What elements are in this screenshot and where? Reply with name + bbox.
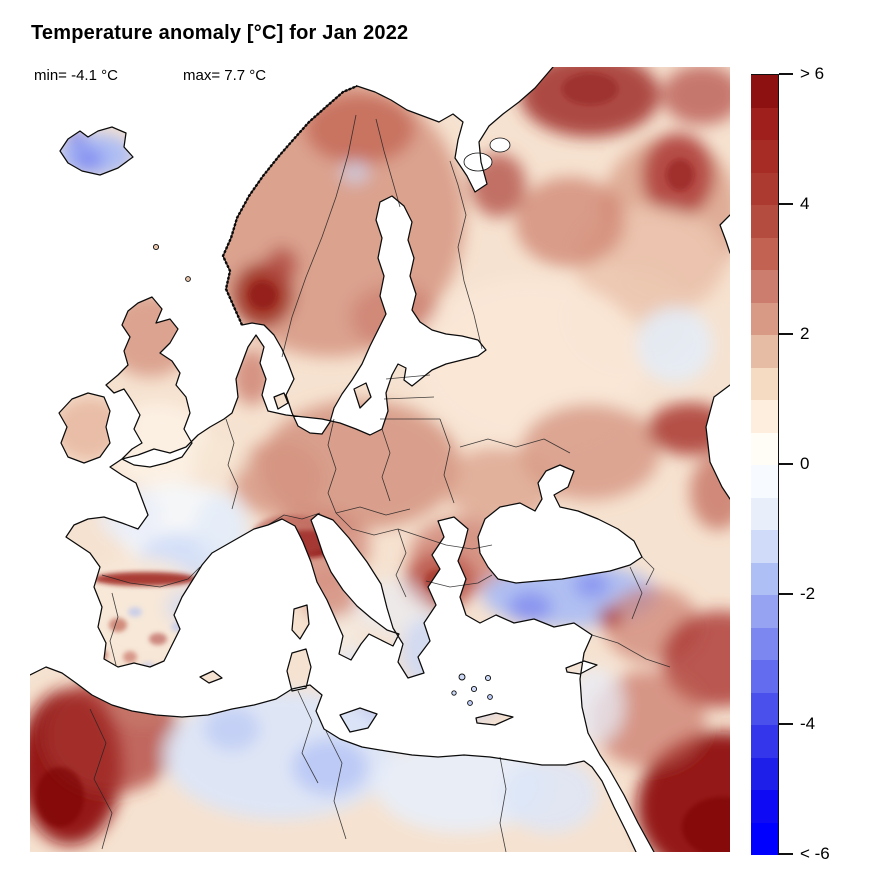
- colorbar-segment: [751, 75, 778, 108]
- anomaly-blob-layer-soft: [30, 67, 730, 852]
- anomaly-blob: [128, 607, 142, 617]
- anomaly-blob: [98, 487, 162, 543]
- colorbar-segment: [751, 205, 778, 238]
- anomaly-blob: [204, 707, 260, 751]
- colorbar-segment: [751, 757, 778, 790]
- colorbar-tick: [779, 73, 793, 75]
- land-fill-layer: [30, 67, 730, 852]
- anomaly-blob: [233, 441, 323, 517]
- anomaly-blob: [266, 247, 298, 283]
- lakes: [463, 137, 511, 172]
- anomaly-blob: [648, 403, 730, 455]
- colorbar-segment: [751, 302, 778, 335]
- colorbar-segment: [751, 627, 778, 660]
- faroe-islands: [152, 243, 160, 251]
- colorbar-segment: [751, 822, 778, 855]
- anomaly-blob: [690, 454, 730, 530]
- colorbar-tick: [779, 333, 793, 335]
- colorbar-tick: [779, 463, 793, 465]
- anomaly-blob: [337, 648, 373, 676]
- colorbar-segment: [751, 270, 778, 303]
- anomaly-blob: [350, 285, 440, 349]
- anomaly-blob: [598, 607, 622, 627]
- colorbar-segment: [751, 465, 778, 498]
- anomaly-blob: [52, 397, 128, 461]
- colorbar-segment: [751, 562, 778, 595]
- anomaly-blob: [36, 767, 84, 827]
- colorbar-tick-label: -4: [800, 714, 816, 733]
- page-title: Temperature anomaly [°C] for Jan 2022: [31, 22, 409, 44]
- colorbar-segment: [751, 530, 778, 563]
- colorbar-segment: [751, 107, 778, 140]
- colorbar-segment: [751, 790, 778, 823]
- colorbar-segment: [751, 367, 778, 400]
- anomaly-blob: [107, 672, 123, 682]
- anomaly-blob: [252, 515, 332, 555]
- anomaly-blob: [515, 177, 625, 267]
- colorbar-tick: [779, 203, 793, 205]
- anomaly-blob: [502, 757, 598, 833]
- anomaly-blob: [508, 592, 552, 622]
- colorbar-tick-label: 2: [800, 324, 810, 343]
- lake-ladoga: [463, 152, 493, 172]
- anomaly-blob: [400, 617, 460, 687]
- norway-fjord-coast: [221, 84, 358, 326]
- anomaly-blob: [105, 293, 195, 377]
- colorbar-segment: [751, 432, 778, 465]
- colorbar-segment: [751, 400, 778, 433]
- anomaly-blob: [662, 67, 730, 125]
- colorbar-segment: [751, 237, 778, 270]
- colorbar-segments: [751, 75, 778, 855]
- colorbar-tick-label: > 6: [800, 64, 825, 83]
- anomaly-blob: [574, 572, 610, 598]
- anomaly-blob: [682, 797, 730, 852]
- anomaly-blob: [562, 73, 618, 105]
- colorbar-tick: [779, 723, 793, 725]
- anomaly-blob: [662, 611, 730, 707]
- colorbar-segment: [751, 725, 778, 758]
- anomaly-blob: [666, 159, 694, 191]
- colorbar-segment: [751, 172, 778, 205]
- anomaly-blob: [72, 148, 104, 170]
- anomaly-blob: [249, 281, 277, 309]
- anomaly-blob: [149, 633, 167, 645]
- anomaly-blob: [445, 447, 555, 523]
- anomaly-blob: [567, 667, 623, 743]
- colorbar-segment: [751, 335, 778, 368]
- lake-onega: [489, 137, 511, 153]
- anomaly-blob: [520, 404, 660, 500]
- colorbar: [751, 74, 779, 855]
- anomaly-blob: [85, 602, 99, 612]
- anomaly-blob: [114, 687, 170, 723]
- min-value-label: min= -4.1 °C: [34, 67, 118, 84]
- anomaly-blob: [123, 651, 137, 663]
- europe-anomaly-map: [29, 66, 731, 853]
- anomaly-blob: [109, 618, 127, 632]
- anomaly-blob: [305, 94, 415, 164]
- aegean-islands: [152, 243, 493, 706]
- colorbar-tick-label: -2: [800, 584, 816, 603]
- anomaly-blob: [292, 739, 368, 795]
- colorbar-segment: [751, 140, 778, 173]
- colorbar-tick-label: 4: [800, 194, 810, 213]
- anomaly-blob: [93, 572, 197, 586]
- anomaly-blob: [166, 589, 214, 625]
- colorbar-tick-label: < -6: [800, 844, 830, 863]
- coastlines: [29, 66, 731, 853]
- map-canvas: [29, 66, 731, 853]
- anomaly-blob: [192, 435, 248, 479]
- shetland-islands: [185, 276, 191, 282]
- colorbar-segment: [751, 497, 778, 530]
- colorbar-segment: [751, 692, 778, 725]
- country-borders: [89, 114, 671, 853]
- anomaly-blob: [341, 161, 369, 183]
- colorbar-segment: [751, 660, 778, 693]
- colorbar-segment: [751, 595, 778, 628]
- colorbar-tick: [779, 853, 793, 855]
- anomaly-blob: [637, 307, 713, 383]
- max-value-label: max= 7.7 °C: [183, 67, 267, 84]
- colorbar-tick: [779, 593, 793, 595]
- colorbar-tick-label: 0: [800, 454, 810, 473]
